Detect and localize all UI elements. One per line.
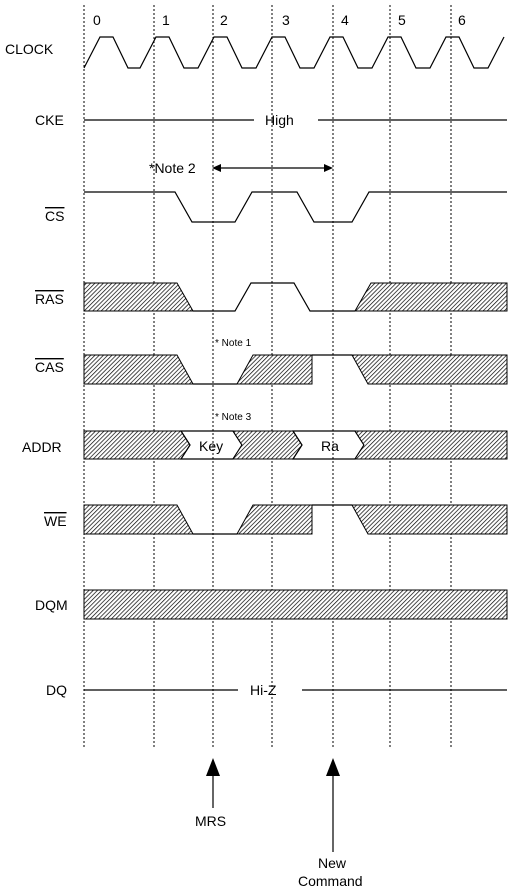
- new-command-marker: [326, 758, 340, 852]
- signal-label-dq: DQ: [46, 682, 67, 698]
- cas-hatch-mid: [236, 354, 313, 385]
- mrs-marker: [206, 758, 220, 808]
- note-3-label: * Note 3: [215, 412, 252, 423]
- mrs-label: MRS: [195, 813, 226, 829]
- cycle-number-0: 0: [93, 12, 101, 28]
- ras-hatch-left: [83, 282, 194, 312]
- signal-label-clock: CLOCK: [5, 41, 54, 57]
- signal-labels: CLOCK CKE CS RAS CAS ADDR WE DQM DQ: [5, 41, 68, 698]
- new-command-arrow-icon: [326, 758, 340, 776]
- signal-label-cs: CS: [45, 208, 64, 224]
- addr-ra-value: Ra: [321, 438, 339, 454]
- ras-hatch-right: [354, 282, 508, 312]
- cycle-number-3: 3: [282, 12, 290, 28]
- ras-waveform: [83, 282, 508, 312]
- cs-waveform: [84, 191, 507, 223]
- new-command-label-line1: New: [318, 855, 347, 871]
- cas-hatch-right: [351, 354, 508, 385]
- we-hatch-left: [83, 504, 194, 535]
- mrs-arrow-icon: [206, 758, 220, 776]
- signal-label-dqm: DQM: [35, 597, 68, 613]
- we-hatch-mid: [236, 504, 313, 535]
- addr-waveform: Key Ra: [83, 430, 508, 460]
- cycle-numbers: 0 1 2 3 4 5 6: [93, 12, 466, 28]
- cycle-number-2: 2: [220, 12, 228, 28]
- cycle-number-6: 6: [458, 12, 466, 28]
- addr-key-value: Key: [199, 438, 223, 454]
- clock-waveform: [83, 36, 505, 69]
- signal-label-cas: CAS: [35, 359, 64, 375]
- signal-label-cke: CKE: [35, 112, 64, 128]
- note-2-label: *Note 2: [149, 160, 196, 176]
- we-waveform: [83, 504, 508, 535]
- addr-hatch-2: [232, 430, 303, 460]
- dq-level-label: Hi-Z: [250, 682, 277, 698]
- signal-label-addr: ADDR: [22, 439, 62, 455]
- new-command-label-line2: Command: [298, 873, 363, 889]
- cycle-number-5: 5: [398, 12, 406, 28]
- signal-label-we: WE: [44, 513, 67, 529]
- cycle-number-4: 4: [341, 12, 349, 28]
- addr-hatch-1: [83, 430, 191, 460]
- dqm-waveform: [83, 589, 508, 620]
- note-1-label: * Note 1: [215, 338, 252, 349]
- cycle-number-1: 1: [162, 12, 170, 28]
- note-2-arrow: [212, 164, 333, 172]
- we-hatch-right: [351, 504, 508, 535]
- addr-hatch-3: [354, 430, 508, 460]
- signal-label-ras: RAS: [35, 291, 64, 307]
- cas-hatch-left: [83, 354, 194, 385]
- cas-waveform: [83, 354, 508, 385]
- cke-level-label: High: [265, 112, 294, 128]
